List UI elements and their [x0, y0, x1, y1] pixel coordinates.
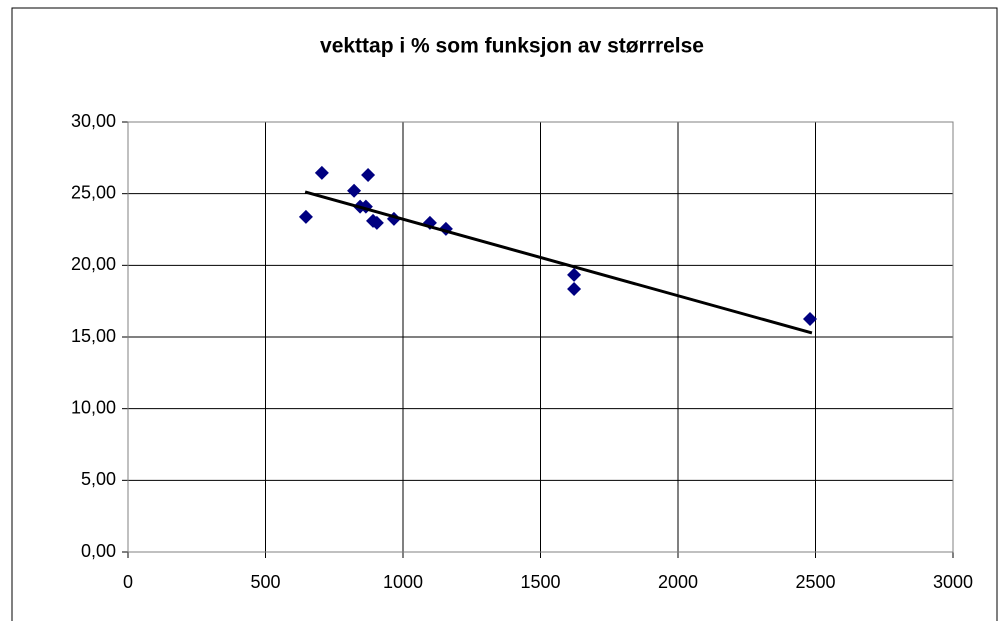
y-tick-label: 5,00	[81, 469, 116, 489]
x-tick-label: 2500	[795, 572, 835, 592]
point	[298, 209, 313, 224]
chart-border	[11, 7, 998, 621]
x-tick-label: 3000	[933, 572, 973, 592]
x-tick-label: 0	[123, 572, 133, 592]
x-tick-label: 500	[250, 572, 280, 592]
y-tick-label: 30,00	[71, 111, 116, 131]
y-tick-label: 20,00	[71, 254, 116, 274]
x-tick-label: 1000	[383, 572, 423, 592]
y-tick-label: 25,00	[71, 182, 116, 202]
point	[803, 311, 817, 326]
chart-title: vekttap i % som funksjon av størrrelse	[320, 35, 704, 58]
point	[567, 281, 582, 296]
y-tick-label: 10,00	[71, 397, 116, 417]
y-tick-label: 15,00	[71, 326, 116, 346]
x-tick-label: 1500	[520, 572, 560, 592]
plot-border	[127, 121, 954, 553]
point	[314, 165, 329, 180]
point	[347, 183, 362, 198]
y-tick-label: 0,00	[81, 541, 116, 561]
trendline	[304, 190, 813, 335]
point	[567, 267, 582, 282]
point	[361, 168, 376, 183]
x-tick-label: 2000	[658, 572, 698, 592]
point	[369, 215, 384, 230]
